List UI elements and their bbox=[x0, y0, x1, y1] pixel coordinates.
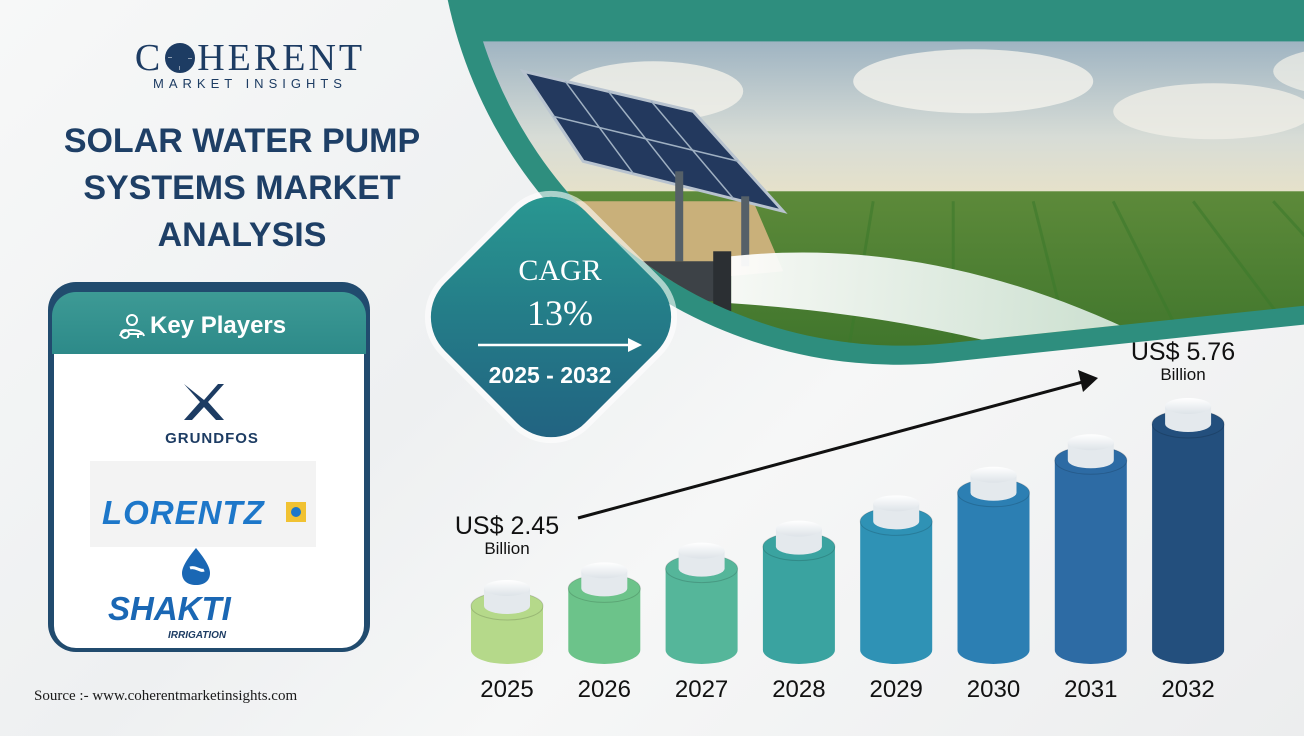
lorentz-sun-icon bbox=[286, 502, 306, 522]
end-value-amount: US$ 5.76 bbox=[1130, 338, 1236, 366]
x-tick-label: 2028 bbox=[772, 676, 825, 703]
bar-2029 bbox=[860, 521, 933, 664]
bar-2025 bbox=[471, 606, 543, 664]
player-lorentz: LORENTZ bbox=[102, 494, 265, 531]
end-value-annotation: US$ 5.76 Billion bbox=[1108, 338, 1258, 384]
cagr-label: CAGR bbox=[518, 254, 602, 287]
player-grundfos: GRUNDFOS bbox=[165, 430, 259, 447]
source-note: Source :- www.coherentmarketinsights.com bbox=[34, 688, 298, 704]
key-icon bbox=[119, 314, 145, 339]
growth-arrow-icon bbox=[1078, 370, 1098, 392]
x-tick-label: 2029 bbox=[870, 676, 923, 703]
logo-tagline: MARKET INSIGHTS bbox=[153, 76, 347, 91]
end-value-unit: Billion bbox=[1160, 365, 1206, 384]
bar-2028 bbox=[762, 546, 835, 664]
growth-trend-line bbox=[577, 378, 1091, 520]
grundfos-logo-icon bbox=[184, 384, 224, 420]
logo-globe-icon bbox=[165, 43, 196, 73]
shakti-drop-icon bbox=[182, 548, 210, 585]
x-tick-label: 2025 bbox=[480, 676, 533, 703]
bar-cap-2028 bbox=[775, 520, 822, 537]
cagr-period: 2025 - 2032 bbox=[488, 362, 612, 388]
x-tick-label: 2032 bbox=[1161, 676, 1214, 703]
key-players-header bbox=[52, 292, 366, 354]
bar-cap-2026 bbox=[581, 562, 628, 579]
page-title: SOLAR WATER PUMP SYSTEMS MARKET ANALYSIS bbox=[63, 122, 421, 254]
logo-letter-c: C bbox=[134, 37, 164, 79]
cagr-value: 13% bbox=[527, 293, 593, 333]
bar-cap-2025 bbox=[484, 580, 530, 596]
key-players-heading: Key Players bbox=[150, 312, 287, 339]
cagr-arrow-icon bbox=[478, 338, 642, 352]
player-shakti-subtitle: IRRIGATION bbox=[168, 630, 227, 641]
bar-cap-2030 bbox=[970, 466, 1017, 483]
bar-2026 bbox=[568, 588, 641, 664]
bar-2027 bbox=[665, 568, 738, 664]
bar-cap-2032 bbox=[1165, 398, 1212, 414]
player-shakti: SHAKTI bbox=[108, 590, 231, 627]
logo-wordmark: C HERENT bbox=[110, 38, 390, 78]
bar-cap-2031 bbox=[1067, 434, 1114, 451]
bar-cap-2029 bbox=[873, 495, 920, 512]
bar-2031 bbox=[1054, 460, 1127, 664]
bar-cap-2027 bbox=[678, 542, 725, 559]
x-tick-label: 2026 bbox=[578, 676, 631, 703]
x-tick-label: 2027 bbox=[675, 676, 728, 703]
bar-2032 bbox=[1152, 424, 1225, 664]
start-value-unit: Billion bbox=[484, 539, 530, 558]
x-tick-label: 2030 bbox=[967, 676, 1020, 703]
x-tick-label: 2031 bbox=[1064, 676, 1117, 703]
logo-letters-herent: HERENT bbox=[197, 37, 366, 79]
logo: C HERENT MARKET INSIGHTS bbox=[110, 38, 390, 91]
start-value-annotation: US$ 2.45 Billion bbox=[432, 512, 582, 558]
lorentz-logo-background bbox=[90, 461, 316, 547]
start-value-amount: US$ 2.45 bbox=[454, 512, 560, 540]
bar-2030 bbox=[957, 492, 1030, 664]
